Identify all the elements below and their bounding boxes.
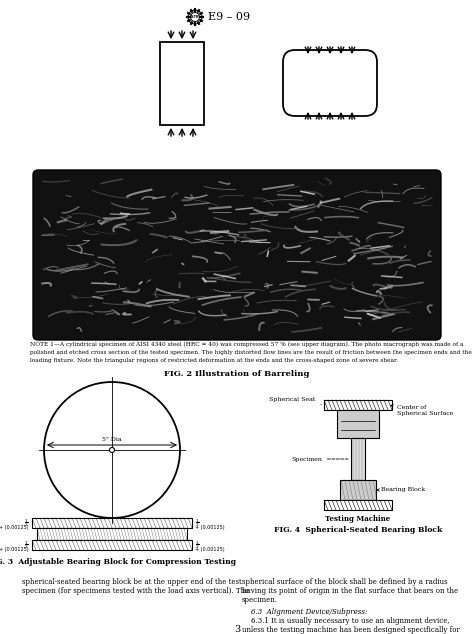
Text: Bearing Block: Bearing Block bbox=[377, 488, 425, 493]
Text: + (0.00125): + (0.00125) bbox=[195, 526, 225, 531]
Text: 5" Dia: 5" Dia bbox=[102, 437, 122, 442]
Text: 3: 3 bbox=[234, 625, 240, 634]
Text: + (0.00125): + (0.00125) bbox=[0, 548, 29, 552]
Bar bbox=[324, 500, 392, 510]
Bar bbox=[324, 400, 392, 410]
Text: FIG. 3  Adjustable Bearing Block for Compression Testing: FIG. 3 Adjustable Bearing Block for Comp… bbox=[0, 558, 237, 566]
Text: 6.3.1 It is usually necessary to use an alignment device,: 6.3.1 It is usually necessary to use an … bbox=[242, 617, 450, 625]
Circle shape bbox=[188, 10, 202, 24]
Text: polished and etched cross section of the tested specimen. The highly distorted f: polished and etched cross section of the… bbox=[30, 350, 472, 355]
Bar bbox=[160, 42, 204, 125]
Text: Center of
Spherical Surface: Center of Spherical Surface bbox=[391, 404, 453, 416]
Text: having its point of origin in the flat surface that bears on the: having its point of origin in the flat s… bbox=[242, 587, 458, 595]
Text: $\frac{1}{2}$: $\frac{1}{2}$ bbox=[195, 539, 200, 551]
Bar bbox=[340, 480, 376, 500]
Bar bbox=[32, 518, 192, 528]
Text: $\frac{1}{2}$: $\frac{1}{2}$ bbox=[24, 539, 29, 551]
Text: NOTE 1—A cylindrical specimen of AISI 4340 steel (HRC ≈ 40) was compressed 57 % : NOTE 1—A cylindrical specimen of AISI 43… bbox=[30, 342, 464, 347]
Text: Specimen: Specimen bbox=[291, 456, 348, 462]
FancyBboxPatch shape bbox=[33, 170, 441, 340]
Bar bbox=[351, 438, 365, 480]
Text: Spherical Seat: Spherical Seat bbox=[269, 398, 321, 404]
Circle shape bbox=[109, 448, 115, 453]
Text: spherical surface of the block shall be defined by a radius: spherical surface of the block shall be … bbox=[242, 578, 447, 586]
Text: $\frac{1}{2}$: $\frac{1}{2}$ bbox=[195, 517, 200, 529]
Text: loading fixture. Note the triangular regions of restricted deformation at the en: loading fixture. Note the triangular reg… bbox=[30, 358, 398, 363]
Text: $\frac{1}{2}$: $\frac{1}{2}$ bbox=[24, 517, 29, 529]
Text: spherical-seated bearing block be at the upper end of the test: spherical-seated bearing block be at the… bbox=[22, 578, 242, 586]
Text: specimen.: specimen. bbox=[242, 596, 278, 604]
Bar bbox=[337, 410, 379, 438]
Bar bbox=[32, 540, 192, 550]
Text: + (0.00125): + (0.00125) bbox=[0, 526, 29, 531]
Text: FIG. 4  Spherical-Seated Bearing Block: FIG. 4 Spherical-Seated Bearing Block bbox=[274, 526, 442, 534]
Text: E9 – 09: E9 – 09 bbox=[208, 12, 250, 22]
Bar bbox=[37, 528, 187, 540]
Text: unless the testing machine has been designed specifically for: unless the testing machine has been desi… bbox=[242, 626, 460, 634]
Text: + (0.00125): + (0.00125) bbox=[195, 548, 225, 552]
Text: Testing Machine: Testing Machine bbox=[325, 515, 391, 523]
Text: ASTM: ASTM bbox=[190, 15, 200, 19]
Text: specimen (for specimens tested with the load axis vertical). The: specimen (for specimens tested with the … bbox=[22, 587, 249, 595]
Text: FIG. 2 Illustration of Barreling: FIG. 2 Illustration of Barreling bbox=[164, 370, 310, 378]
Text: 6.3  Alignment Device/Subpress:: 6.3 Alignment Device/Subpress: bbox=[242, 608, 367, 616]
